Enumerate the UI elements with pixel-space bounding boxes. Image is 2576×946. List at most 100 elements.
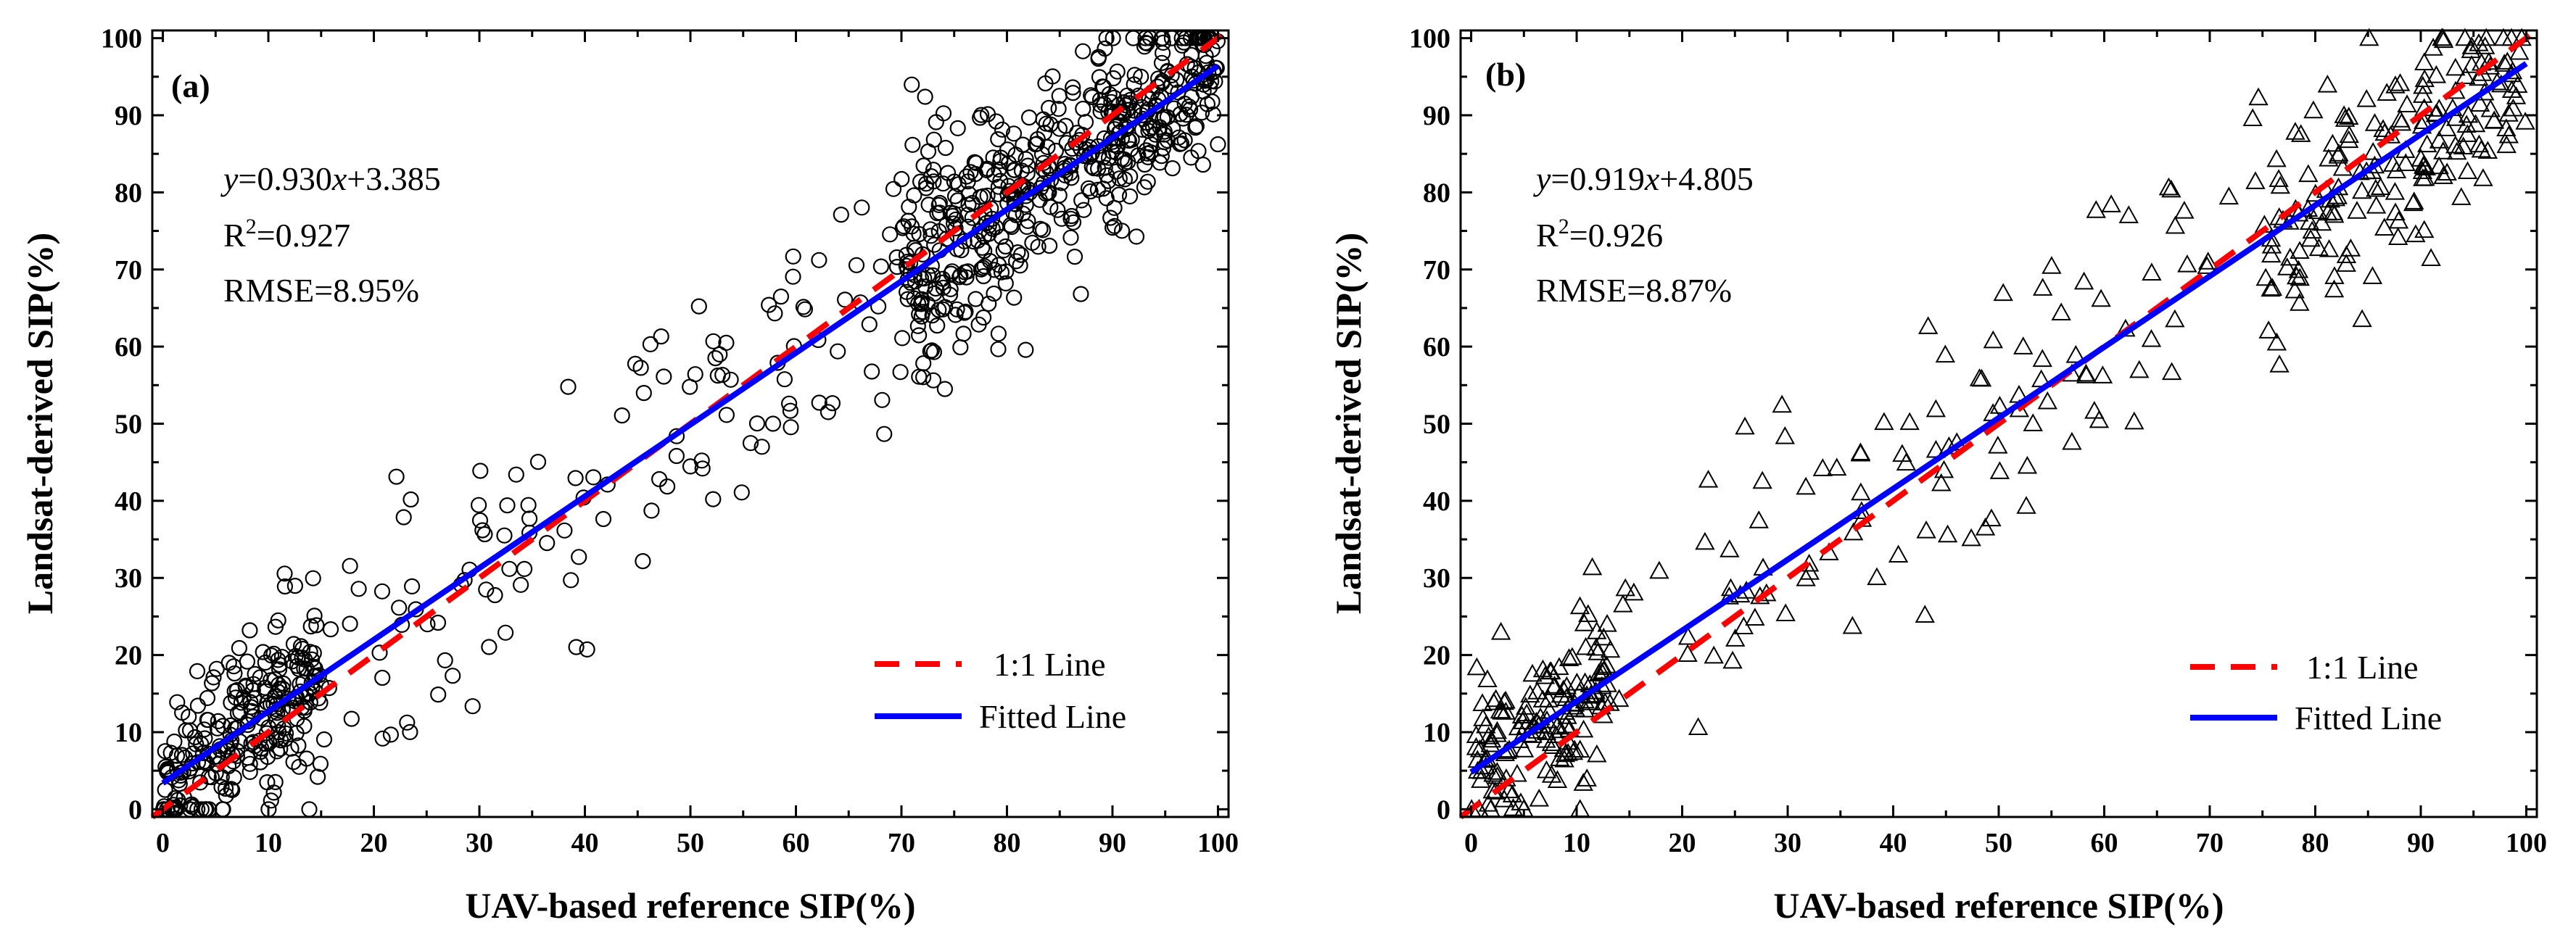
scatter-point: [2016, 496, 2036, 514]
scatter-point: [2503, 98, 2524, 117]
scatter-point: [2334, 109, 2356, 127]
scatter-point: [1587, 744, 1607, 763]
scatter-point: [267, 773, 284, 791]
scatter-point: [1649, 560, 1669, 579]
scatter-point: [196, 721, 212, 738]
scatter-point: [2432, 28, 2453, 46]
panel-a-y-tick-labels: 0 10 20 30 40 50 60 70 80 90 100: [101, 24, 142, 826]
scatter-point: [1122, 168, 1139, 185]
scatter-point: [350, 581, 367, 597]
scatter-point: [1487, 723, 1507, 742]
scatter-point: [1173, 37, 1191, 54]
scatter-point: [981, 225, 997, 242]
scatter-point: [263, 792, 279, 809]
scatter-point: [893, 170, 910, 188]
scatter-point: [568, 639, 585, 655]
scatter-point: [2515, 112, 2535, 130]
scatter-point: [959, 263, 976, 280]
scatter-point: [1593, 657, 1613, 676]
scatter-point: [556, 522, 573, 539]
scatter-point: [1812, 458, 1833, 476]
scatter-point: [1547, 716, 1567, 735]
scatter-point: [2397, 94, 2417, 112]
scatter-point: [913, 308, 930, 325]
scatter-point: [972, 109, 988, 126]
scatter-point: [785, 268, 801, 285]
scatter-point: [930, 302, 947, 318]
x-tick-label: 90: [2407, 828, 2435, 858]
scatter-point: [2076, 365, 2097, 383]
scatter-point: [2496, 118, 2517, 137]
scatter-point: [944, 263, 961, 280]
scatter-point: [1931, 473, 1952, 491]
scatter-point: [1507, 763, 1527, 782]
scatter-point: [1111, 170, 1128, 187]
scatter-point: [2017, 455, 2038, 474]
scatter-point: [952, 339, 969, 356]
scatter-point: [1752, 470, 1772, 489]
scatter-point: [1735, 416, 1755, 435]
scatter-point: [1110, 138, 1126, 155]
scatter-point: [199, 711, 215, 729]
scatter-point: [2303, 100, 2324, 119]
scatter-point: [2352, 181, 2372, 199]
scatter-point: [2266, 332, 2287, 351]
y-tick-label: 60: [115, 332, 142, 362]
scatter-point: [1083, 88, 1101, 106]
scatter-point: [991, 161, 1007, 178]
scatter-point: [471, 512, 489, 529]
scatter-point: [2476, 28, 2496, 46]
scatter-point: [163, 769, 180, 786]
scatter-point: [1597, 613, 1617, 632]
scatter-point: [1772, 394, 1792, 413]
scatter-point: [949, 301, 965, 318]
scatter-point: [227, 689, 244, 706]
scatter-point: [2324, 266, 2345, 284]
scatter-point: [635, 552, 651, 570]
scatter-point: [192, 774, 209, 791]
x-tick-label: 50: [1985, 828, 2012, 858]
scatter-point: [929, 318, 946, 334]
scatter-point: [1062, 210, 1079, 227]
scatter-point: [1613, 594, 1633, 613]
scatter-point: [374, 730, 391, 747]
scatter-point: [2284, 280, 2305, 299]
scatter-point: [2324, 279, 2345, 298]
panel-b-legend-label-fitted: Fitted Line: [2295, 700, 2442, 737]
scatter-point: [231, 639, 247, 657]
scatter-point: [1173, 135, 1190, 152]
scatter-point: [939, 165, 957, 181]
scatter-point: [1163, 67, 1180, 84]
y-tick-label: 90: [115, 101, 142, 131]
scatter-point: [1688, 717, 1709, 736]
scatter-point: [1916, 520, 1936, 539]
scatter-point: [1511, 705, 1532, 723]
scatter-point: [2092, 365, 2113, 383]
scatter-point: [917, 175, 935, 192]
scatter-point: [1017, 341, 1034, 358]
scatter-point: [1170, 84, 1186, 101]
scatter-point: [1874, 412, 1894, 431]
scatter-point: [957, 303, 974, 320]
panel-a-legend-label-fitted: Fitted Line: [979, 698, 1126, 735]
scatter-point: [761, 296, 777, 313]
scatter-point: [302, 694, 318, 711]
scatter-point: [994, 121, 1011, 138]
scatter-point: [2308, 201, 2328, 220]
y-tick-label: 50: [115, 410, 142, 440]
scatter-point: [2469, 67, 2489, 86]
scatter-point: [1176, 132, 1193, 149]
x-tick-label: 60: [782, 828, 809, 858]
scatter-point: [2412, 161, 2433, 179]
scatter-point: [2362, 266, 2383, 284]
scatter-point: [931, 204, 948, 221]
panel-a-tag: (a): [171, 67, 210, 104]
scatter-point: [1476, 715, 1496, 734]
scatter-point: [1083, 87, 1099, 104]
scatter-point: [1005, 125, 1023, 142]
scatter-point: [876, 426, 893, 442]
scatter-point: [521, 510, 538, 527]
scatter-point: [242, 694, 259, 710]
scatter-point: [1473, 708, 1493, 726]
scatter-point: [1503, 798, 1524, 816]
